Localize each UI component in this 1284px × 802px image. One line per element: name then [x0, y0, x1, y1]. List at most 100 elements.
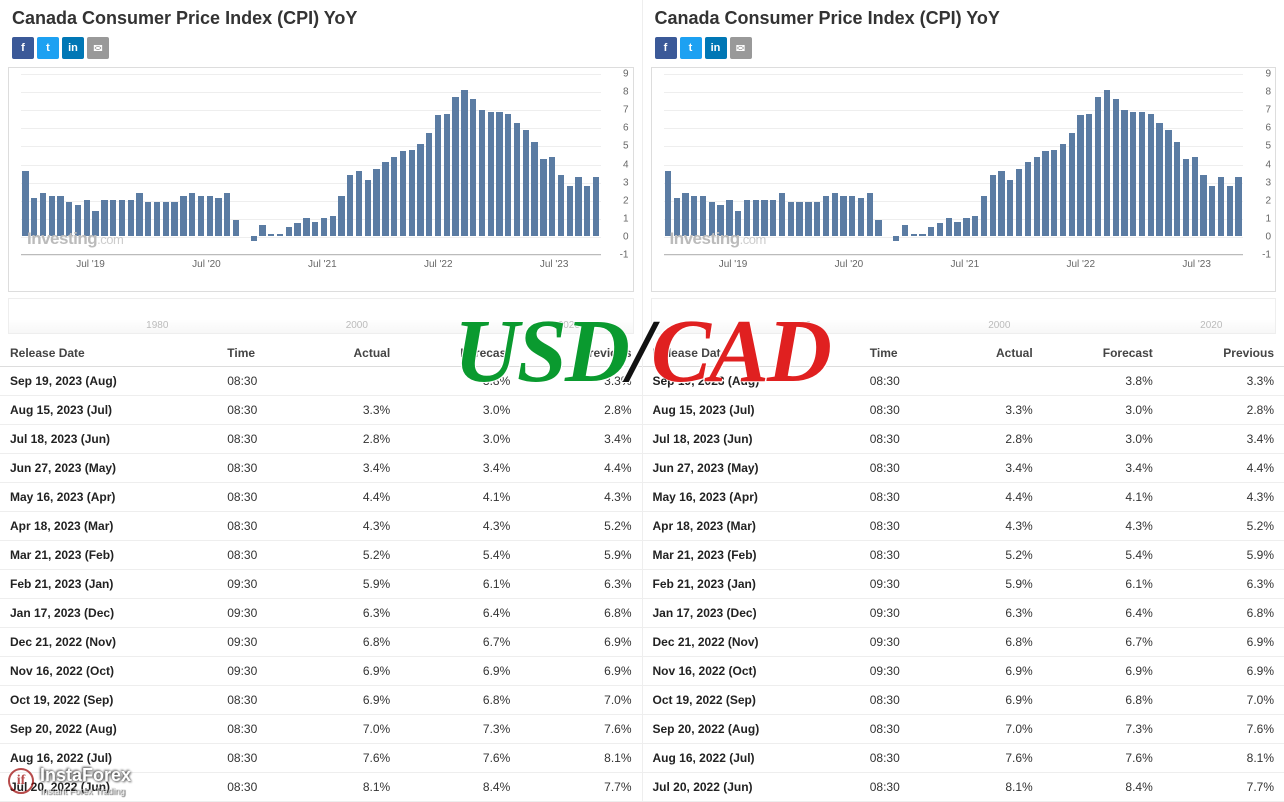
- bar[interactable]: [1104, 90, 1110, 236]
- bar[interactable]: [954, 222, 960, 236]
- bar[interactable]: [875, 220, 881, 236]
- bar[interactable]: [330, 216, 336, 236]
- bar[interactable]: [796, 202, 802, 236]
- bar[interactable]: [1077, 115, 1083, 236]
- bar[interactable]: [788, 202, 794, 236]
- bar[interactable]: [382, 162, 388, 236]
- bar[interactable]: [946, 218, 952, 236]
- bar[interactable]: [575, 177, 581, 236]
- email-icon[interactable]: ✉: [87, 37, 109, 59]
- bar[interactable]: [558, 175, 564, 236]
- bar[interactable]: [1121, 110, 1127, 236]
- bar[interactable]: [154, 202, 160, 236]
- bar[interactable]: [1025, 162, 1031, 236]
- bar[interactable]: [128, 200, 134, 236]
- bar[interactable]: [400, 151, 406, 236]
- bar[interactable]: [259, 225, 265, 236]
- facebook-icon[interactable]: f: [12, 37, 34, 59]
- table-row[interactable]: Apr 18, 2023 (Mar)08:304.3%4.3%5.2%: [643, 512, 1284, 541]
- bar[interactable]: [1086, 114, 1092, 236]
- bar[interactable]: [373, 169, 379, 236]
- bar[interactable]: [937, 223, 943, 236]
- bar[interactable]: [163, 202, 169, 236]
- bar[interactable]: [972, 216, 978, 236]
- bar[interactable]: [198, 196, 204, 236]
- bar[interactable]: [840, 196, 846, 236]
- table-row[interactable]: May 16, 2023 (Apr)08:304.4%4.1%4.3%: [643, 483, 1284, 512]
- table-row[interactable]: Aug 16, 2022 (Jul)08:307.6%7.6%8.1%: [0, 744, 642, 773]
- table-row[interactable]: Jul 18, 2023 (Jun)08:302.8%3.0%3.4%: [643, 425, 1284, 454]
- table-header-cell[interactable]: Forecast: [400, 340, 520, 367]
- bar[interactable]: [1148, 114, 1154, 236]
- table-row[interactable]: Feb 21, 2023 (Jan)09:305.9%6.1%6.3%: [643, 570, 1284, 599]
- table-header-cell[interactable]: Forecast: [1043, 340, 1163, 367]
- table-row[interactable]: Jun 27, 2023 (May)08:303.4%3.4%4.4%: [0, 454, 642, 483]
- bar[interactable]: [461, 90, 467, 236]
- bar[interactable]: [1209, 186, 1215, 236]
- bar[interactable]: [145, 202, 151, 236]
- bar[interactable]: [488, 112, 494, 236]
- bar[interactable]: [998, 171, 1004, 236]
- bar[interactable]: [470, 99, 476, 236]
- bar[interactable]: [294, 223, 300, 236]
- table-row[interactable]: Sep 20, 2022 (Aug)08:307.0%7.3%7.6%: [643, 715, 1284, 744]
- bar[interactable]: [540, 159, 546, 236]
- bar[interactable]: [981, 196, 987, 236]
- bar[interactable]: [919, 234, 925, 236]
- bar[interactable]: [832, 193, 838, 236]
- linkedin-icon[interactable]: in: [705, 37, 727, 59]
- table-row[interactable]: Aug 15, 2023 (Jul)08:303.3%3.0%2.8%: [643, 396, 1284, 425]
- bar[interactable]: [505, 114, 511, 236]
- table-row[interactable]: Aug 15, 2023 (Jul)08:303.3%3.0%2.8%: [0, 396, 642, 425]
- bar[interactable]: [1227, 186, 1233, 236]
- bar[interactable]: [593, 177, 599, 236]
- table-row[interactable]: Jul 18, 2023 (Jun)08:302.8%3.0%3.4%: [0, 425, 642, 454]
- table-row[interactable]: Aug 16, 2022 (Jul)08:307.6%7.6%8.1%: [643, 744, 1284, 773]
- cpi-bar-chart[interactable]: -10123456789Jul '19Jul '20Jul '21Jul '22…: [8, 67, 634, 292]
- bar[interactable]: [1034, 157, 1040, 236]
- bar[interactable]: [531, 142, 537, 236]
- bar[interactable]: [805, 202, 811, 236]
- bar[interactable]: [338, 196, 344, 236]
- bar[interactable]: [171, 202, 177, 236]
- bar[interactable]: [365, 180, 371, 236]
- table-header-cell[interactable]: Actual: [303, 340, 400, 367]
- bar[interactable]: [1165, 130, 1171, 236]
- bar[interactable]: [233, 220, 239, 236]
- email-icon[interactable]: ✉: [730, 37, 752, 59]
- table-row[interactable]: Sep 19, 2023 (Aug)08:303.8%3.3%: [0, 367, 642, 396]
- bar[interactable]: [1016, 169, 1022, 236]
- bar[interactable]: [479, 110, 485, 236]
- table-row[interactable]: Jun 27, 2023 (May)08:303.4%3.4%4.4%: [643, 454, 1284, 483]
- bar[interactable]: [1183, 159, 1189, 236]
- bar[interactable]: [409, 150, 415, 236]
- bar[interactable]: [268, 234, 274, 236]
- bar[interactable]: [1130, 112, 1136, 236]
- table-row[interactable]: Mar 21, 2023 (Feb)08:305.2%5.4%5.9%: [0, 541, 642, 570]
- bar[interactable]: [1192, 157, 1198, 236]
- timeline-mini-chart[interactable]: 198020002020: [8, 298, 634, 334]
- table-header-cell[interactable]: Time: [217, 340, 303, 367]
- bar[interactable]: [1156, 123, 1162, 236]
- bar[interactable]: [22, 171, 28, 236]
- twitter-icon[interactable]: t: [37, 37, 59, 59]
- bar[interactable]: [814, 202, 820, 236]
- bar[interactable]: [665, 171, 671, 236]
- table-row[interactable]: Jul 20, 2022 (Jun)08:308.1%8.4%7.7%: [0, 773, 642, 802]
- cpi-bar-chart[interactable]: -10123456789Jul '19Jul '20Jul '21Jul '22…: [651, 67, 1277, 292]
- bar[interactable]: [584, 186, 590, 236]
- table-header-cell[interactable]: Previous: [520, 340, 641, 367]
- table-row[interactable]: Apr 18, 2023 (Mar)08:304.3%4.3%5.2%: [0, 512, 642, 541]
- bar[interactable]: [496, 112, 502, 236]
- bar[interactable]: [277, 234, 283, 236]
- bar[interactable]: [823, 196, 829, 236]
- table-row[interactable]: Dec 21, 2022 (Nov)09:306.8%6.7%6.9%: [0, 628, 642, 657]
- table-row[interactable]: Feb 21, 2023 (Jan)09:305.9%6.1%6.3%: [0, 570, 642, 599]
- bar[interactable]: [312, 222, 318, 236]
- table-row[interactable]: Jan 17, 2023 (Dec)09:306.3%6.4%6.8%: [0, 599, 642, 628]
- bar[interactable]: [1235, 177, 1241, 236]
- twitter-icon[interactable]: t: [680, 37, 702, 59]
- bar[interactable]: [180, 196, 186, 236]
- facebook-icon[interactable]: f: [655, 37, 677, 59]
- bar[interactable]: [1218, 177, 1224, 236]
